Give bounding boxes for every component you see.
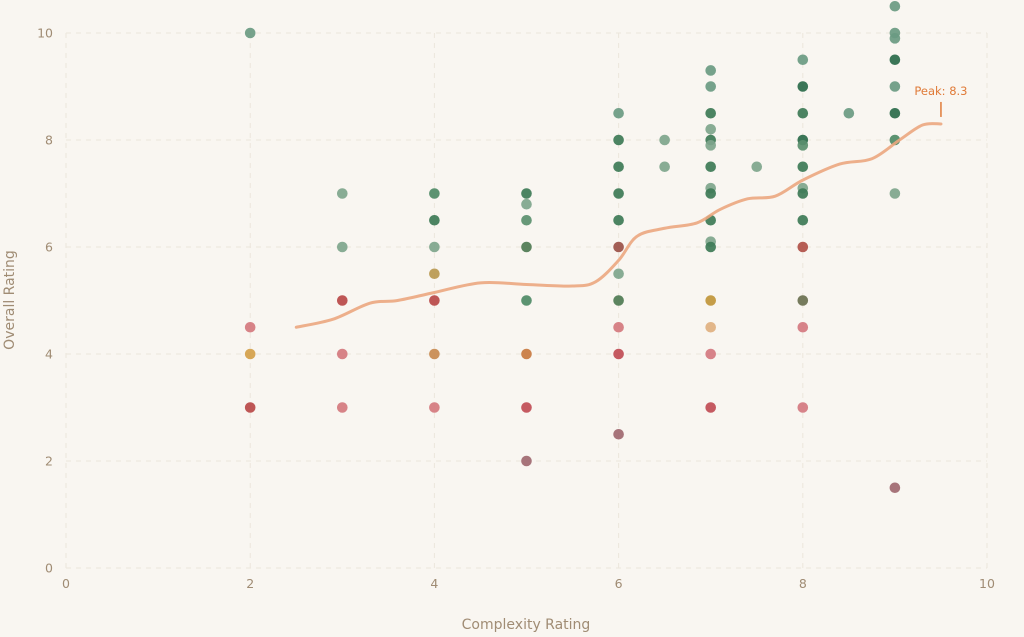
trend-line	[294, 122, 943, 329]
data-point	[797, 81, 809, 92]
data-point	[613, 428, 624, 440]
data-point	[613, 268, 624, 280]
data-point	[889, 188, 901, 199]
data-point	[705, 65, 716, 76]
data-point	[797, 241, 809, 253]
data-point	[429, 268, 440, 280]
data-point	[797, 402, 809, 413]
data-point	[705, 295, 716, 306]
data-point	[659, 161, 670, 173]
data-point	[613, 214, 624, 226]
y-tick-label: 0	[45, 561, 53, 576]
data-point	[889, 81, 901, 92]
data-point	[705, 124, 716, 135]
data-point	[613, 295, 624, 306]
data-point	[705, 402, 716, 413]
y-tick-label: 6	[45, 240, 53, 255]
data-point	[521, 188, 532, 199]
data-point	[521, 214, 532, 226]
data-point	[613, 161, 624, 173]
data-point	[429, 402, 440, 413]
x-tick-label: 2	[246, 576, 254, 591]
data-point	[521, 241, 532, 253]
data-point	[613, 107, 624, 119]
data-point	[337, 188, 348, 199]
data-point	[889, 0, 901, 12]
data-point	[337, 348, 348, 360]
data-point	[751, 161, 763, 173]
data-point	[705, 107, 716, 119]
x-axis-title: Complexity Rating	[462, 617, 591, 633]
data-point	[429, 295, 440, 306]
data-point	[797, 321, 809, 333]
data-point	[889, 107, 901, 119]
data-point	[843, 107, 855, 119]
data-point	[244, 348, 256, 360]
data-point	[613, 188, 624, 199]
y-tick-label: 8	[45, 133, 53, 148]
y-tick-label: 2	[45, 454, 53, 469]
data-point	[889, 54, 901, 66]
data-point	[797, 107, 809, 119]
data-point	[797, 214, 809, 226]
data-point	[521, 455, 532, 467]
x-axis-ticks: 0 2 4 6 8 10	[62, 576, 995, 591]
data-point	[521, 348, 532, 360]
y-axis-ticks: 0 2 4 6 8 10	[37, 26, 53, 576]
data-point	[337, 241, 348, 253]
data-point	[613, 348, 624, 360]
data-point	[797, 188, 809, 199]
data-point	[889, 482, 901, 494]
data-point	[705, 81, 716, 92]
data-point	[337, 295, 348, 306]
data-points	[244, 0, 901, 494]
data-point	[705, 140, 716, 151]
data-point	[659, 134, 670, 146]
data-point	[613, 134, 624, 146]
data-point	[889, 33, 901, 44]
data-point	[244, 27, 256, 39]
data-point	[429, 348, 440, 360]
x-tick-label: 8	[799, 576, 807, 591]
data-point	[797, 161, 809, 173]
y-tick-label: 10	[37, 26, 53, 41]
peak-label: Peak: 8.3	[914, 84, 967, 98]
data-point	[429, 188, 440, 199]
data-point	[521, 295, 532, 306]
x-tick-label: 0	[62, 576, 70, 591]
data-point	[705, 241, 716, 253]
data-point	[429, 214, 440, 226]
peak-annotation: Peak: 8.3	[914, 84, 968, 117]
data-point	[797, 54, 809, 66]
data-point	[797, 140, 809, 151]
data-point	[705, 161, 716, 173]
data-point	[705, 348, 716, 360]
x-tick-label: 10	[979, 576, 995, 591]
data-point	[705, 321, 716, 333]
x-tick-label: 4	[430, 576, 438, 591]
y-axis-title: Overall Rating	[2, 250, 18, 350]
data-point	[705, 188, 716, 199]
data-point	[797, 295, 809, 306]
data-point	[337, 402, 348, 413]
data-point	[244, 321, 256, 333]
data-point	[429, 241, 440, 253]
data-point	[613, 241, 624, 253]
data-point	[613, 321, 624, 333]
x-tick-label: 6	[615, 576, 623, 591]
data-point	[521, 198, 532, 210]
data-point	[244, 402, 256, 413]
data-point	[521, 402, 532, 413]
y-tick-label: 4	[45, 347, 53, 362]
